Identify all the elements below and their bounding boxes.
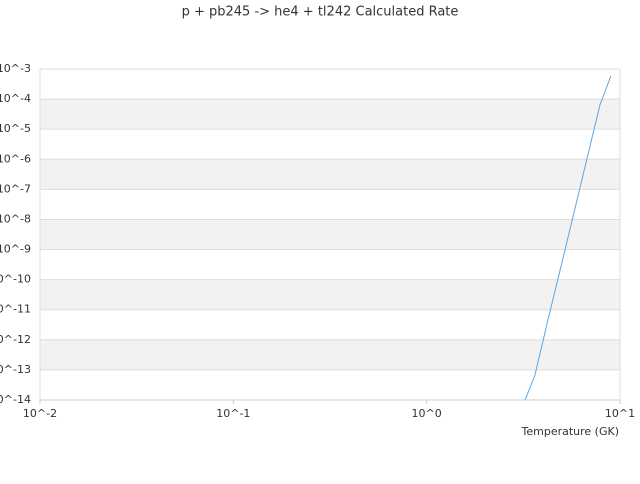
grid-band [40, 339, 620, 370]
y-tick-label: 10^-13 [0, 363, 31, 376]
x-tick-label: 10^-1 [216, 407, 250, 420]
y-tick-label: 10^-12 [0, 333, 31, 346]
x-tick-label: 10^0 [412, 407, 442, 420]
grid-band [40, 99, 620, 130]
chart-title: p + pb245 -> he4 + tl242 Calculated Rate [182, 5, 459, 20]
x-tick-label: 10^-2 [23, 407, 57, 420]
y-tick-label: 10^-14 [0, 393, 31, 406]
y-tick-label: 10^-6 [0, 152, 31, 165]
y-tick-label: 10^-9 [0, 243, 31, 256]
y-tick-label: 10^-4 [0, 92, 31, 105]
x-axis-label: Temperature (GK) [521, 425, 620, 438]
grid-band [40, 219, 620, 250]
y-tick-label: 10^-5 [0, 122, 31, 135]
grid-band [40, 159, 620, 190]
y-tick-label: 10^-11 [0, 303, 31, 316]
grid-band [40, 279, 620, 310]
y-tick-label: 10^-10 [0, 273, 31, 286]
line [524, 75, 612, 401]
y-tick-label: 10^-8 [0, 212, 31, 225]
y-tick-label: 10^-7 [0, 182, 31, 195]
x-tick-label: 10^1 [605, 407, 635, 420]
y-tick-label: 10^-3 [0, 62, 31, 75]
